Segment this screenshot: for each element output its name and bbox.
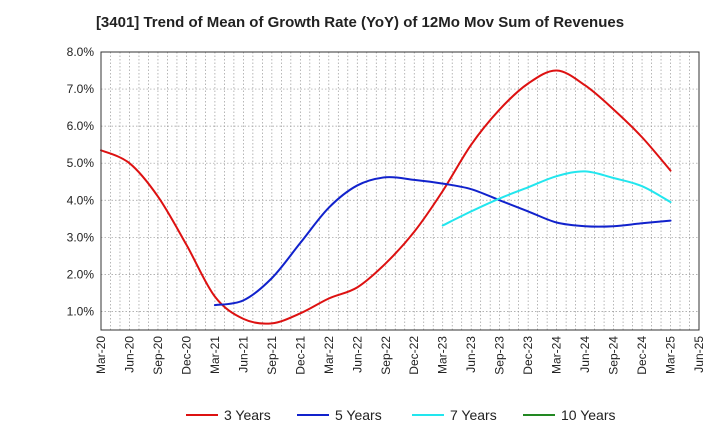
x-tick-label: Mar-21 <box>208 336 222 374</box>
x-tick-label: Sep-23 <box>493 336 507 375</box>
x-tick-label: Jun-25 <box>692 336 706 373</box>
chart-title: [3401] Trend of Mean of Growth Rate (YoY… <box>95 14 625 31</box>
legend: 3 Years 5 Years 7 Years 10 Years <box>186 407 616 423</box>
y-tick-label: 8.0% <box>67 45 95 59</box>
x-tick-label: Dec-22 <box>407 336 421 375</box>
series-lines <box>100 69 672 325</box>
y-tick-label: 4.0% <box>67 193 95 207</box>
y-axis: 1.0% 2.0% 3.0% 4.0% 5.0% 6.0% 7.0% 8.0% <box>67 45 95 318</box>
grid-lines <box>101 51 699 330</box>
legend-label-5-years: 5 Years <box>335 407 382 423</box>
x-tick-label: Jun-21 <box>236 336 250 373</box>
y-tick-label: 3.0% <box>67 230 95 244</box>
plot-frame <box>100 51 700 331</box>
x-tick-label: Sep-22 <box>379 336 393 375</box>
y-tick-label: 7.0% <box>67 82 95 96</box>
x-tick-label: Jun-24 <box>578 336 592 373</box>
y-tick-label: 1.0% <box>67 304 95 318</box>
x-tick-label: Dec-24 <box>635 336 649 375</box>
x-tick-label: Mar-23 <box>436 336 450 374</box>
x-tick-label: Jun-23 <box>464 336 478 373</box>
x-tick-label: Dec-21 <box>293 336 307 375</box>
x-tick-label: Mar-22 <box>322 336 336 374</box>
x-tick-label: Mar-24 <box>550 336 564 374</box>
y-tick-label: 6.0% <box>67 119 95 133</box>
series-line-5-years <box>213 176 672 307</box>
x-tick-label: Sep-20 <box>151 336 165 375</box>
y-tick-label: 5.0% <box>67 156 95 170</box>
y-tick-label: 2.0% <box>67 267 95 281</box>
x-axis: Mar-20 Jun-20 Sep-20 Dec-20 Mar-21 Jun-21 Sep-… <box>94 336 706 375</box>
x-tick-label: Jun-20 <box>122 336 136 373</box>
series-line-3-years <box>100 69 672 325</box>
x-tick-label: Dec-20 <box>179 336 193 375</box>
series-line-7-years <box>441 170 672 227</box>
x-tick-label: Sep-21 <box>265 336 279 375</box>
x-tick-label: Mar-20 <box>94 336 108 374</box>
legend-label-7-years: 7 Years <box>450 407 497 423</box>
x-tick-label: Jun-22 <box>350 336 364 373</box>
x-tick-label: Dec-23 <box>521 336 535 375</box>
legend-label-3-years: 3 Years <box>224 407 271 423</box>
x-tick-label: Mar-25 <box>664 336 678 374</box>
x-tick-label: Sep-24 <box>607 336 621 375</box>
legend-label-10-years: 10 Years <box>561 407 616 423</box>
